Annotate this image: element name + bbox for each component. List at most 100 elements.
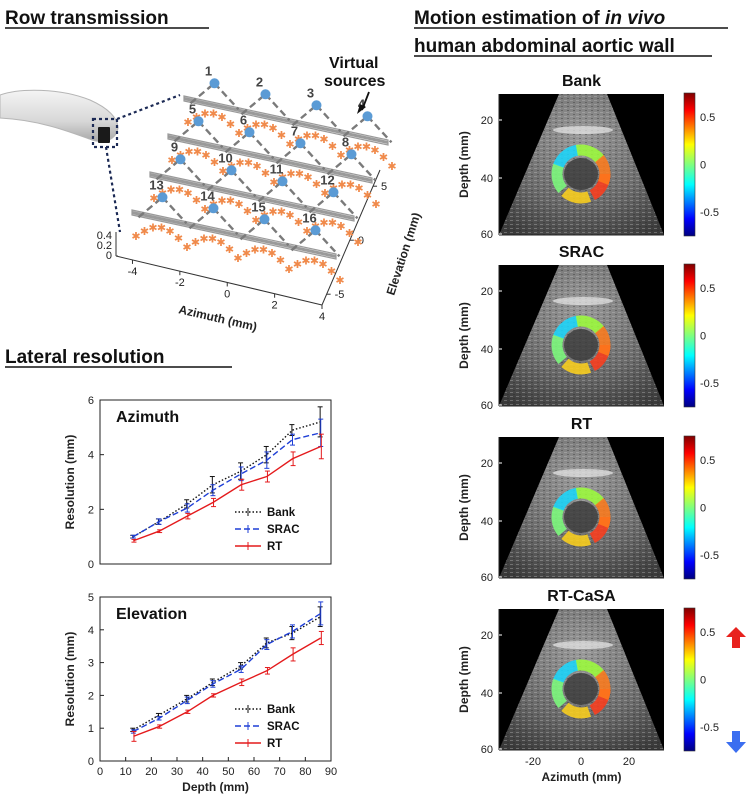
- azimuth-tick-label: -4: [128, 266, 138, 278]
- element-marker: ✱: [346, 180, 355, 192]
- pointer-arrow-head: [357, 104, 366, 114]
- elevation-axis-label: Elevation (mm): [384, 211, 424, 297]
- element-marker: ✱: [218, 166, 227, 178]
- beam-line: [212, 207, 239, 236]
- y-tick-label: 4: [88, 450, 94, 462]
- element-marker: ✱: [302, 226, 311, 238]
- y-axis-label: Resolution (mm): [63, 435, 77, 530]
- x-tick-label: 50: [222, 766, 234, 778]
- aortic-wall-motion: [561, 187, 592, 204]
- x-axis-label: Depth (mm): [182, 780, 249, 794]
- element-marker: ✱: [192, 195, 201, 207]
- aortic-wall-motion: [553, 659, 579, 684]
- element-marker: ✱: [286, 169, 295, 181]
- element-marker: ✱: [226, 119, 235, 131]
- element-marker: ✱: [225, 244, 234, 256]
- virtual-source-dot: [209, 78, 220, 89]
- virtual-source-number: 1: [205, 63, 212, 78]
- title-motion-line1: Motion estimation of in vivo: [414, 8, 665, 29]
- element-marker: ✱: [200, 204, 209, 216]
- series-line-bank: [133, 421, 321, 538]
- panel-title: SRAC: [559, 244, 605, 261]
- virtual-source-number: 2: [256, 74, 263, 89]
- x-tick-label: 0: [578, 756, 584, 768]
- element-rows: ✱✱✱✱✱✱✱✱✱✱✱✱✱✱✱✱✱✱✱✱✱✱✱✱✱1234✱✱✱✱✱✱✱✱✱✱✱…: [131, 63, 396, 287]
- element-marker: ✱: [319, 134, 328, 146]
- colorbar-tick-label: -0.5: [700, 378, 719, 390]
- plot-area: [99, 399, 332, 565]
- element-marker: ✱: [235, 158, 244, 170]
- element-marker: ✱: [362, 142, 371, 154]
- element-marker: ✱: [268, 207, 277, 219]
- aortic-wall-motion: [561, 530, 592, 547]
- element-marker: ✱: [285, 139, 294, 151]
- beam-line: [224, 131, 251, 154]
- element-marker: ✱: [336, 221, 345, 233]
- colorbar-tick-label: 0: [700, 160, 706, 172]
- legend-label: Bank: [267, 704, 296, 716]
- ultrasound-panel-srac: SRAC 20 40 60 Depth (mm) 0.5 0 -0.5: [457, 244, 719, 412]
- y-tick-label: 20: [481, 630, 493, 642]
- elevation-tick-label: 0: [358, 235, 364, 247]
- element-marker: ✱: [131, 231, 140, 243]
- y-tick-label: 60: [481, 572, 493, 584]
- virtual-source-number: 16: [302, 210, 316, 225]
- element-marker: ✱: [261, 168, 270, 180]
- beam-line: [257, 180, 284, 203]
- aorta-lumen: [564, 501, 598, 533]
- y-tick-label: 0: [88, 756, 94, 768]
- elevation-tick-label: 5: [381, 181, 387, 193]
- y-tick-label: 5: [88, 592, 94, 604]
- element-marker: ✱: [182, 242, 191, 254]
- azimuth-tick-label: 0: [224, 288, 230, 300]
- element-marker: ✱: [184, 147, 193, 159]
- aortic-wall-motion: [561, 358, 592, 375]
- element-marker: ✱: [233, 253, 242, 265]
- element-marker: ✱: [284, 264, 293, 276]
- azimuth-tick-label: -2: [175, 277, 185, 289]
- aortic-wall-motion: [575, 659, 605, 678]
- element-marker: ✱: [320, 188, 329, 200]
- aortic-wall-motion: [575, 487, 605, 506]
- aortic-wall-motion: [594, 670, 611, 701]
- element-marker: ✱: [183, 117, 192, 129]
- beam-line: [315, 104, 342, 133]
- element-marker: ✱: [327, 266, 336, 278]
- x-tick-label: 30: [171, 766, 183, 778]
- ultrasound-panel-rt: RT 20 40 60 Depth (mm) 0.5 0 -0.5: [457, 416, 719, 584]
- colorbar: [683, 92, 696, 237]
- beam-line: [290, 229, 317, 252]
- beam-line: [137, 196, 164, 219]
- element-marker: ✱: [167, 155, 176, 167]
- element-marker: ✱: [336, 150, 345, 162]
- elevation-tick-label: -5: [335, 289, 345, 301]
- element-marker: ✱: [312, 179, 321, 191]
- element-marker: ✱: [226, 196, 235, 208]
- aortic-wall-motion: [551, 505, 568, 536]
- element-marker: ✱: [371, 199, 380, 211]
- tissue-echo: [553, 641, 613, 649]
- virtual-source-dot: [328, 187, 339, 198]
- aortic-wall-motion: [553, 144, 579, 169]
- y-tick-label: 2: [88, 504, 94, 516]
- panel-title: RT: [571, 416, 593, 433]
- virtual-source-dot: [193, 116, 204, 127]
- tissue-echo: [553, 126, 613, 134]
- virtual-source-dot: [311, 100, 322, 111]
- colorbar-tick-label: -0.5: [700, 207, 719, 219]
- x-tick-label: 90: [325, 766, 337, 778]
- arrow-up-icon: [726, 627, 746, 648]
- aortic-wall-motion: [594, 155, 611, 186]
- aortic-wall-motion: [553, 315, 579, 340]
- colorbar-tick-label: 0.5: [700, 627, 715, 639]
- element-marker: ✱: [363, 190, 372, 202]
- element-marker: ✱: [166, 185, 175, 197]
- beam-line: [275, 142, 302, 165]
- x-tick-label: 20: [145, 766, 157, 778]
- height-tick: 0: [106, 250, 112, 262]
- beam-line: [263, 218, 290, 247]
- beam-line: [230, 169, 257, 198]
- beam-line: [179, 158, 206, 187]
- elevation-axis: [321, 169, 381, 306]
